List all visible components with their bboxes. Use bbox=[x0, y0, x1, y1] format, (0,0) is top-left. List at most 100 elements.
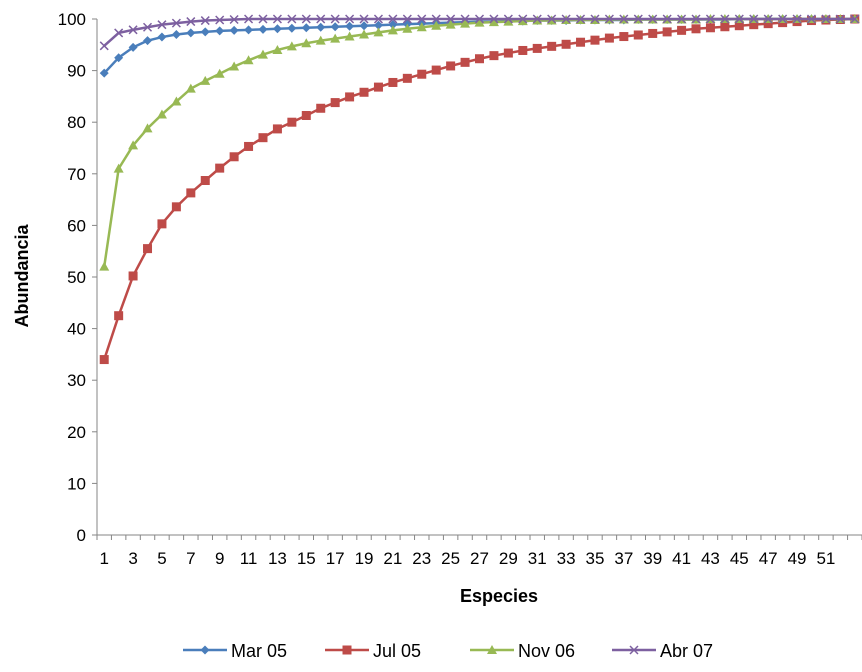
data-point-jul-05 bbox=[157, 219, 167, 229]
data-point-nov-06 bbox=[503, 16, 514, 26]
y-tick-label: 10 bbox=[67, 474, 86, 493]
data-point-abr-07 bbox=[388, 14, 398, 24]
data-point-nov-06 bbox=[344, 31, 355, 41]
y-tick-label: 60 bbox=[67, 216, 86, 235]
legend-label: Mar 05 bbox=[231, 641, 287, 661]
series-nov-06 bbox=[99, 14, 860, 271]
data-point-abr-07 bbox=[749, 14, 759, 24]
data-point-jul-05 bbox=[431, 65, 441, 75]
data-point-abr-07 bbox=[705, 14, 715, 24]
data-point-jul-05 bbox=[244, 141, 254, 151]
data-point-abr-07 bbox=[128, 25, 138, 35]
data-point-jul-05 bbox=[316, 103, 326, 113]
data-point-mar-05 bbox=[330, 22, 340, 32]
data-point-mar-05 bbox=[157, 32, 167, 42]
data-point-mar-05 bbox=[128, 42, 138, 52]
data-point-abr-07 bbox=[373, 14, 383, 24]
data-point-jul-05 bbox=[301, 110, 311, 120]
data-point-abr-07 bbox=[576, 14, 586, 24]
data-point-jul-05 bbox=[446, 61, 456, 71]
data-point-abr-07 bbox=[691, 14, 701, 24]
data-point-nov-06 bbox=[488, 17, 499, 27]
data-point-abr-07 bbox=[229, 14, 239, 25]
data-point-nov-06 bbox=[171, 96, 182, 106]
data-point-abr-07 bbox=[532, 14, 542, 24]
legend-label: Abr 07 bbox=[660, 641, 713, 661]
data-point-abr-07 bbox=[258, 14, 268, 24]
y-tick-label: 100 bbox=[58, 10, 86, 29]
x-tick-label: 41 bbox=[672, 549, 691, 568]
x-tick-label: 31 bbox=[528, 549, 547, 568]
x-tick-label: 37 bbox=[614, 549, 633, 568]
data-point-jul-05 bbox=[763, 19, 773, 29]
y-tick-label: 30 bbox=[67, 371, 86, 390]
data-point-jul-05 bbox=[143, 244, 153, 254]
data-point-jul-05 bbox=[749, 20, 759, 30]
x-tick-label: 9 bbox=[215, 549, 224, 568]
data-point-jul-05 bbox=[345, 92, 355, 102]
x-tick-label: 21 bbox=[383, 549, 402, 568]
data-point-nov-06 bbox=[416, 22, 427, 32]
x-tick-label: 39 bbox=[643, 549, 662, 568]
legend-item-jul-05: Jul 05 bbox=[325, 641, 421, 661]
data-point-jul-05 bbox=[287, 117, 297, 127]
x-tick-label: 5 bbox=[157, 549, 166, 568]
data-point-jul-05 bbox=[705, 23, 715, 33]
data-point-abr-07 bbox=[474, 14, 485, 24]
data-point-nov-06 bbox=[474, 17, 485, 27]
data-point-nov-06 bbox=[200, 75, 211, 85]
data-point-abr-07 bbox=[402, 14, 412, 24]
data-point-mar-05 bbox=[359, 21, 369, 31]
y-tick-label: 40 bbox=[67, 320, 86, 339]
data-point-nov-06 bbox=[387, 25, 398, 35]
data-point-jul-05 bbox=[215, 163, 225, 173]
legend-marker bbox=[487, 645, 497, 654]
data-point-nov-06 bbox=[315, 35, 326, 45]
legend-marker bbox=[200, 645, 210, 655]
data-point-abr-07 bbox=[215, 15, 225, 25]
data-point-mar-05 bbox=[186, 28, 196, 38]
x-axis-title: Especies bbox=[460, 586, 538, 606]
y-tick-label: 20 bbox=[67, 423, 86, 442]
data-point-nov-06 bbox=[243, 55, 254, 65]
legend-label: Nov 06 bbox=[518, 641, 575, 661]
data-point-nov-06 bbox=[99, 261, 110, 271]
x-tick-label: 19 bbox=[355, 549, 374, 568]
y-tick-label: 90 bbox=[67, 62, 86, 81]
x-tick-label: 35 bbox=[586, 549, 605, 568]
data-point-nov-06 bbox=[113, 163, 124, 173]
x-tick-label: 33 bbox=[557, 549, 576, 568]
data-point-nov-06 bbox=[460, 18, 471, 28]
data-point-nov-06 bbox=[229, 61, 240, 71]
x-tick-label: 1 bbox=[99, 549, 108, 568]
data-point-nov-06 bbox=[359, 29, 370, 39]
data-point-abr-07 bbox=[157, 20, 167, 30]
data-point-mar-05 bbox=[229, 25, 239, 35]
data-point-mar-05 bbox=[272, 24, 282, 34]
data-point-mar-05 bbox=[345, 21, 355, 31]
data-point-abr-07 bbox=[200, 16, 210, 26]
data-point-jul-05 bbox=[619, 32, 629, 42]
data-point-jul-05 bbox=[359, 87, 369, 97]
data-point-nov-06 bbox=[128, 140, 139, 150]
x-tick-label: 45 bbox=[730, 549, 749, 568]
data-point-nov-06 bbox=[257, 49, 268, 59]
data-point-nov-06 bbox=[373, 27, 384, 37]
data-point-abr-07 bbox=[662, 14, 672, 24]
data-point-abr-07 bbox=[142, 22, 153, 32]
data-point-jul-05 bbox=[561, 39, 571, 49]
data-point-jul-05 bbox=[128, 271, 138, 281]
data-point-abr-07 bbox=[359, 14, 369, 24]
data-point-abr-07 bbox=[619, 14, 629, 24]
legend-item-nov-06: Nov 06 bbox=[470, 641, 575, 661]
data-point-abr-07 bbox=[114, 28, 124, 38]
data-point-abr-07 bbox=[763, 14, 773, 24]
x-tick-label: 51 bbox=[816, 549, 835, 568]
data-point-abr-07 bbox=[186, 17, 196, 27]
data-point-mar-05 bbox=[114, 53, 124, 63]
y-tick-label: 0 bbox=[77, 526, 86, 545]
data-point-abr-07 bbox=[518, 14, 528, 24]
data-point-jul-05 bbox=[576, 37, 586, 47]
